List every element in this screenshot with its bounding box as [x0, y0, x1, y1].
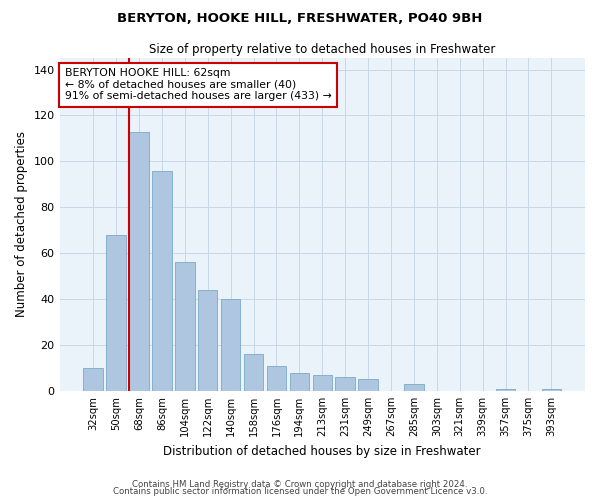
Bar	[290, 372, 309, 391]
Bar	[313, 375, 332, 391]
Bar	[152, 170, 172, 391]
Title: Size of property relative to detached houses in Freshwater: Size of property relative to detached ho…	[149, 42, 496, 56]
Bar	[244, 354, 263, 391]
Bar	[221, 299, 241, 391]
Y-axis label: Number of detached properties: Number of detached properties	[15, 132, 28, 318]
Bar	[358, 380, 378, 391]
Bar	[198, 290, 217, 391]
X-axis label: Distribution of detached houses by size in Freshwater: Distribution of detached houses by size …	[163, 444, 481, 458]
Text: BERYTON, HOOKE HILL, FRESHWATER, PO40 9BH: BERYTON, HOOKE HILL, FRESHWATER, PO40 9B…	[118, 12, 482, 26]
Bar	[335, 377, 355, 391]
Bar	[404, 384, 424, 391]
Text: BERYTON HOOKE HILL: 62sqm
← 8% of detached houses are smaller (40)
91% of semi-d: BERYTON HOOKE HILL: 62sqm ← 8% of detach…	[65, 68, 332, 101]
Bar	[83, 368, 103, 391]
Bar	[267, 366, 286, 391]
Text: Contains HM Land Registry data © Crown copyright and database right 2024.: Contains HM Land Registry data © Crown c…	[132, 480, 468, 489]
Bar	[175, 262, 194, 391]
Bar	[496, 388, 515, 391]
Bar	[106, 235, 126, 391]
Text: Contains public sector information licensed under the Open Government Licence v3: Contains public sector information licen…	[113, 487, 487, 496]
Bar	[129, 132, 149, 391]
Bar	[542, 388, 561, 391]
